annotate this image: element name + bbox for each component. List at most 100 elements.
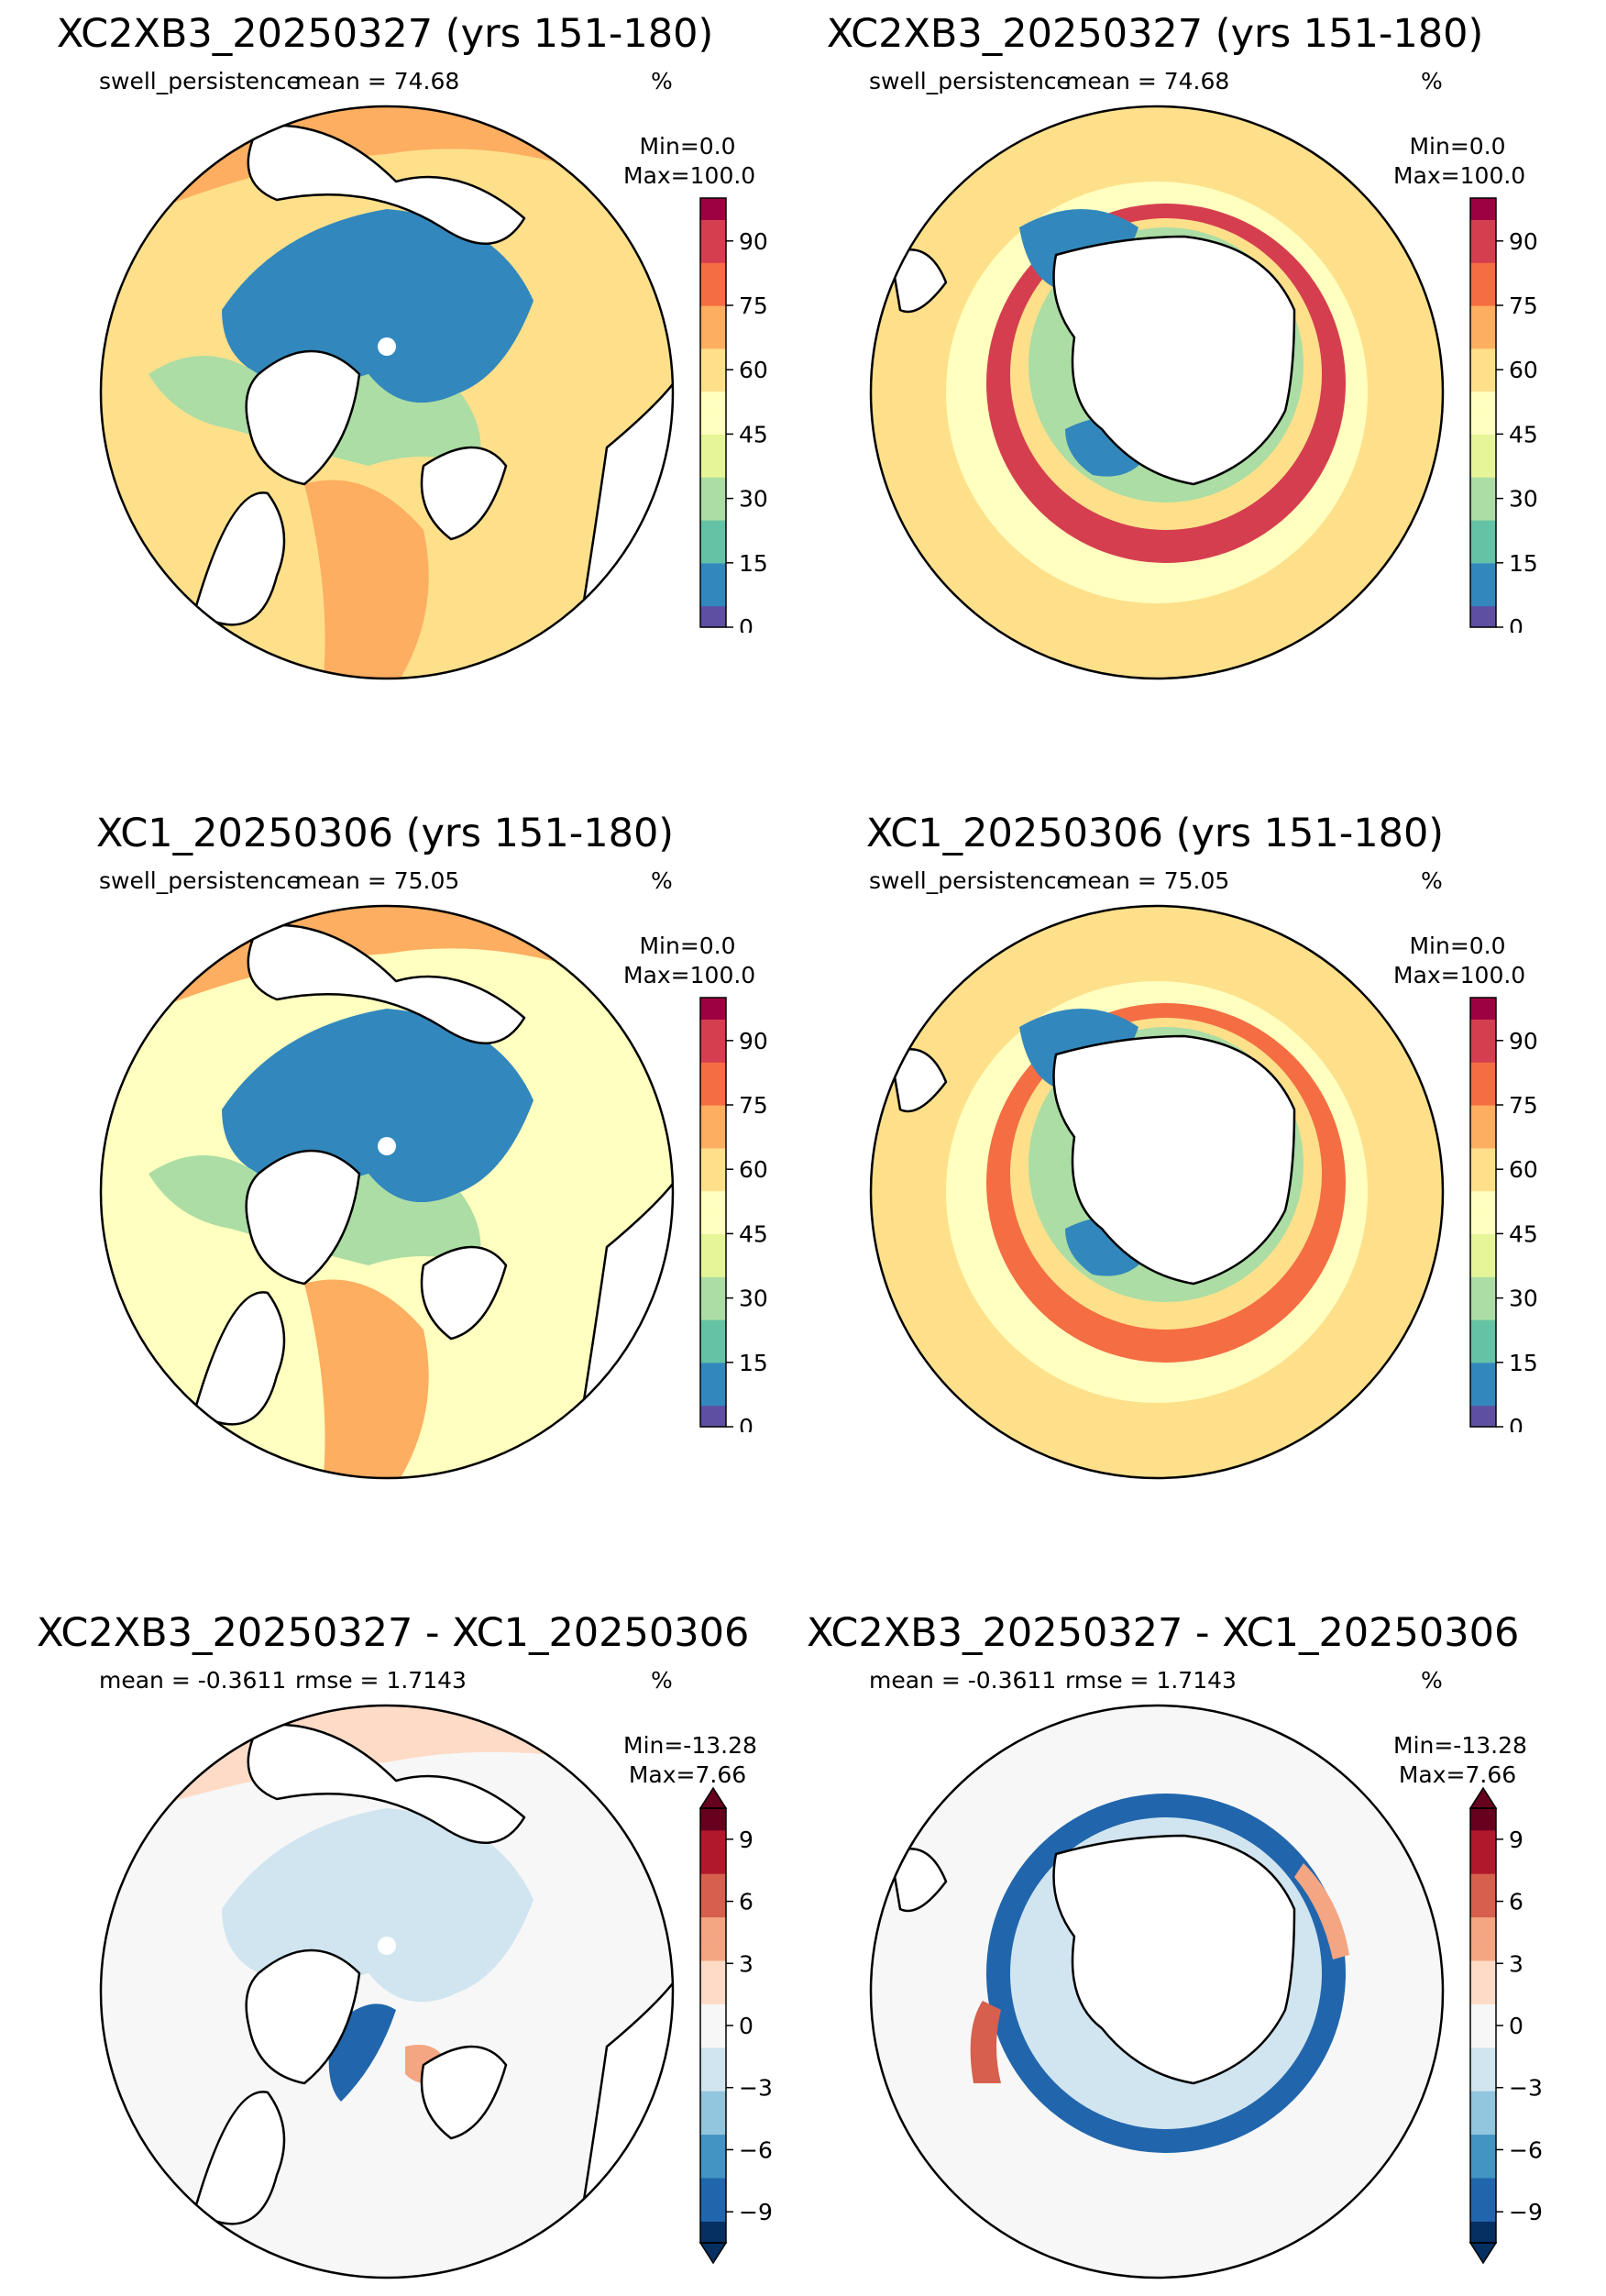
colorbar-segment [1470, 455, 1496, 478]
antarctica-land [1052, 1834, 1296, 2085]
colorbar-tick-label: 15 [1509, 550, 1538, 577]
colorbar-segment [1470, 413, 1496, 435]
south-polar-map [869, 105, 1445, 680]
south-polar-map [869, 1704, 1445, 2279]
north-polar-map [99, 904, 675, 1480]
colorbar-segment [1470, 562, 1496, 585]
colorbar-segment [1470, 2199, 1496, 2222]
map-boundary [99, 904, 675, 1480]
colorbar-tick-label: 75 [739, 293, 768, 319]
north-america-land [247, 124, 526, 246]
colorbar-segment [1470, 1190, 1496, 1213]
colorbar-extend-bottom [698, 2242, 728, 2265]
panel-3: XC1_20250306 (yrs 151-180) swell_persist… [37, 800, 807, 1533]
colorbar-segment [1470, 1105, 1496, 1127]
colorbar-tick-label: 15 [739, 550, 768, 577]
colorbar-segment [1470, 1169, 1496, 1192]
panel-title: XC2XB3_20250327 (yrs 151-180) [826, 11, 1484, 57]
colorbar-tick-label: −3 [1509, 2075, 1543, 2102]
colorbar-tick-label: 0 [1509, 2013, 1524, 2039]
colorbar-segment [700, 1019, 726, 1042]
colorbar-segment [1470, 370, 1496, 392]
greenland-land [245, 349, 361, 486]
colorbar-segment [1470, 477, 1496, 500]
colorbar-segment [1470, 1254, 1496, 1277]
colorbar-tick-label: 0 [739, 1414, 754, 1432]
units-label: % [1421, 867, 1443, 894]
colorbar-segment [1470, 198, 1496, 220]
colorbar-segment [700, 1105, 726, 1127]
north-pole-marker [378, 1137, 396, 1155]
colorbar-segment [1470, 1147, 1496, 1170]
colorbar-tick-label: 60 [739, 1156, 768, 1183]
colorbar-segment [1470, 2026, 1496, 2048]
colorbar-segment [1470, 348, 1496, 370]
colorbar-tick-label: −6 [1509, 2136, 1543, 2163]
colorbar-segment [1470, 1233, 1496, 1256]
colorbar-segment [1470, 391, 1496, 414]
antarctica-land [1052, 235, 1296, 486]
panel-title: XC1_20250306 (yrs 151-180) [95, 811, 675, 856]
colorbar-segment [1470, 2134, 1496, 2157]
scandinavia-land [420, 1245, 508, 1341]
colorbar-segment [700, 1212, 726, 1234]
colorbar-tick-label: 90 [739, 228, 768, 255]
colorbar-segment [700, 2199, 726, 2222]
colorbar-segment [700, 219, 726, 242]
max-label: Max=100.0 [623, 962, 756, 988]
mean-label: mean = 74.68 [1065, 68, 1230, 94]
colorbar-tick-label: 3 [739, 1950, 754, 1977]
colorbar-tick-label: 3 [1509, 1950, 1524, 1977]
colorbar-tick-label: 15 [739, 1350, 768, 1376]
colorbar-segment [1470, 1341, 1496, 1363]
variable-label: swell_persistence [869, 867, 1071, 894]
colorbar-segment [1470, 498, 1496, 521]
colorbar-segment [1470, 605, 1496, 628]
colorbar-tick-label: 30 [1509, 1286, 1538, 1312]
colorbar-tick-label: 60 [739, 357, 768, 383]
colorbar-segment [700, 562, 726, 585]
greenland-land [245, 1948, 361, 2085]
variable-label: swell_persistence [99, 867, 301, 894]
colorbar-frame [1469, 197, 1497, 628]
colorbar-tick-label: 90 [739, 1028, 768, 1054]
minmax-label: Min=0.0 Max=100.0 [623, 132, 756, 191]
panel-6: XC2XB3_20250327 - XC1_20250306 mean = -0… [807, 1599, 1577, 2296]
colorbar-segment [700, 262, 726, 285]
colorbar-tick-label: 0 [739, 2013, 754, 2039]
colorbar-segment [1470, 1808, 1496, 1831]
colorbar-segment [700, 1829, 726, 1852]
colorbar-tick-label: 9 [739, 1827, 754, 1853]
colorbar-tick-label: 0 [1509, 614, 1524, 633]
colorbar-segment [700, 391, 726, 414]
colorbar-segment [700, 1297, 726, 1320]
map-boundary [869, 105, 1445, 680]
colorbar: −9 −6 −3 0 3 6 9 [698, 1786, 773, 2265]
minmax-label: Min=0.0 Max=100.0 [1393, 132, 1525, 191]
colorbar-segment [1470, 1297, 1496, 1320]
panel-5: XC2XB3_20250327 - XC1_20250306 mean = -0… [37, 1599, 807, 2296]
colorbar-segment [700, 348, 726, 370]
colorbar-tick-label: −6 [739, 2136, 773, 2163]
max-label: Max=100.0 [623, 162, 756, 189]
colorbar-segment [700, 1319, 726, 1341]
colorbar-segment [1470, 326, 1496, 349]
colorbar-segment [700, 2069, 726, 2092]
mean-label: mean = 75.05 [295, 867, 460, 894]
colorbar-segment [1470, 434, 1496, 457]
colorbar-segment [1470, 1062, 1496, 1085]
scandinavia-land [420, 2045, 508, 2140]
colorbar-extend-bottom [1468, 2242, 1498, 2265]
north-polar-map [99, 1704, 675, 2279]
colorbar-segment [700, 2112, 726, 2136]
panel-title: XC2XB3_20250327 - XC1_20250306 [37, 1610, 750, 1656]
colorbar-segment [700, 1062, 726, 1085]
south-polar-map [869, 904, 1445, 1480]
colorbar-segment [1470, 1959, 1496, 1983]
colorbar-segment [700, 1169, 726, 1192]
greenland-land [245, 1149, 361, 1286]
colorbar-segment [1470, 1212, 1496, 1234]
colorbar-segment [1470, 1319, 1496, 1341]
colorbar-segment [700, 1384, 726, 1407]
colorbar-segment [700, 1233, 726, 1256]
